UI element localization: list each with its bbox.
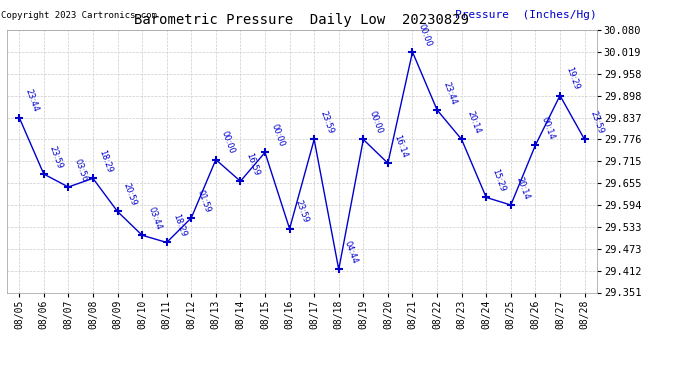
Text: 03:56: 03:56 xyxy=(72,157,89,183)
Text: 16:14: 16:14 xyxy=(392,134,408,159)
Text: 20:59: 20:59 xyxy=(121,182,138,207)
Text: 20:14: 20:14 xyxy=(515,176,531,201)
Text: 23:59: 23:59 xyxy=(318,110,335,135)
Text: 00:00: 00:00 xyxy=(368,110,384,135)
Text: 19:29: 19:29 xyxy=(564,66,581,92)
Text: 18:29: 18:29 xyxy=(97,148,114,174)
Text: 03:44: 03:44 xyxy=(146,206,163,231)
Text: 23:59: 23:59 xyxy=(48,144,65,170)
Title: Barometric Pressure  Daily Low  20230829: Barometric Pressure Daily Low 20230829 xyxy=(135,13,469,27)
Text: 00:00: 00:00 xyxy=(269,123,286,148)
Text: 01:59: 01:59 xyxy=(195,188,212,214)
Text: Pressure  (Inches/Hg): Pressure (Inches/Hg) xyxy=(455,9,597,20)
Text: 04:44: 04:44 xyxy=(343,240,359,265)
Text: 00:14: 00:14 xyxy=(540,116,556,141)
Text: 23:59: 23:59 xyxy=(589,110,605,135)
Text: 16:59: 16:59 xyxy=(244,152,262,177)
Text: 20:14: 20:14 xyxy=(466,110,482,135)
Text: 23:44: 23:44 xyxy=(441,80,458,106)
Text: 23:44: 23:44 xyxy=(23,88,40,113)
Text: 00:00: 00:00 xyxy=(417,22,433,48)
Text: 15:29: 15:29 xyxy=(491,168,507,193)
Text: 00:00: 00:00 xyxy=(220,130,237,156)
Text: 23:59: 23:59 xyxy=(294,199,310,225)
Text: 18:29: 18:29 xyxy=(171,213,188,238)
Text: Copyright 2023 Cartronics.com: Copyright 2023 Cartronics.com xyxy=(1,10,157,20)
